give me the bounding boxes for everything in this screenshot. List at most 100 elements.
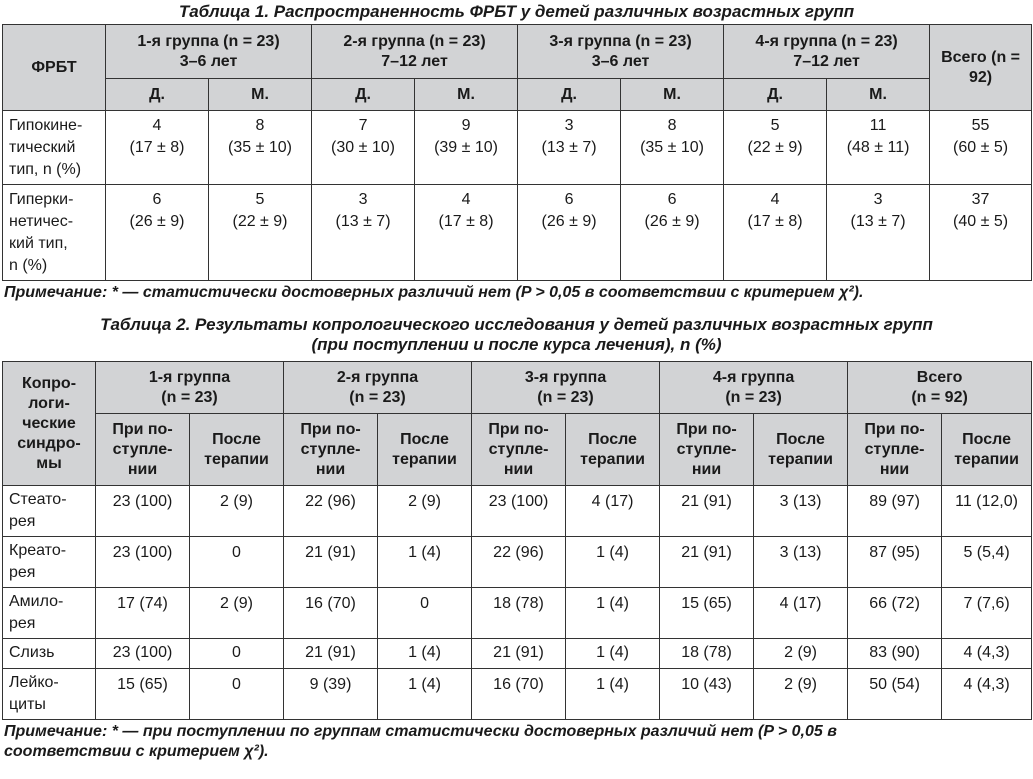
table2-row-label: Креато-рея [2,536,96,588]
table-cell: 1 (4) [377,668,473,720]
table-cell: 18 (78) [659,638,755,669]
table-cell: 5 (5,4) [941,536,1033,588]
table1-note: Примечание: * — статистически достоверны… [4,284,864,301]
table-cell: 1 (4) [565,668,661,720]
table-cell: 3 (13) [753,536,849,588]
table-cell: 15 (65) [659,587,755,639]
table-cell: 2 (9) [188,485,285,537]
table2-caption-line2: (при поступлении и после курса лечения),… [311,335,722,354]
table-cell: 21 (91) [471,638,567,669]
table2-corner-header: Копро-логи-ческие синдро-мы [2,361,96,486]
table2-admission-header: При по-ступле-нии [847,413,943,486]
table-cell: 1 (4) [377,536,473,588]
table1-caption: Таблица 1. Распространенность ФРБТ у дет… [178,2,855,21]
table-cell: 4 (4,3) [941,668,1033,720]
table-cell: 0 [188,638,285,669]
table2-after-header: После терапии [753,413,849,486]
table2-after-header: После терапии [941,413,1033,486]
table1-boys-header: М. [207,78,313,111]
table-cell: 9 (39 ± 10) [414,110,519,185]
table2-after-header: После терапии [565,413,661,486]
table2-note-line1: Примечание: * — при поступлении по групп… [4,723,837,740]
table-cell: 1 (4) [377,638,473,669]
table-cell: 1 (4) [565,587,661,639]
table-cell: 22 (96) [471,536,567,588]
table-cell: 3 (13) [753,485,849,537]
table-cell: 23 (100) [471,485,567,537]
table-cell: 4 (17) [565,485,661,537]
table1-group-3-header: 3-я группа (n = 23) 3–6 лет [517,24,725,79]
table-cell: 3 (13 ± 7) [826,184,931,281]
table-cell: 21 (91) [659,485,755,537]
table-cell: 87 (95) [847,536,943,588]
table-row: Лейко-циты 15 (65) 0 9 (39) 1 (4) 16 (70… [2,668,1033,720]
table-cell: 4 (17 ± 8) [105,110,209,185]
table2-admission-header: При по-ступле-нии [471,413,567,486]
table-cell: 6 (26 ± 9) [620,184,725,281]
table-cell: 1 (4) [565,536,661,588]
table2-group-4-header: 4-я группа (n = 23) [659,361,849,414]
table1-girls-header: Д. [105,78,209,111]
table2-group-3-header: 3-я группа (n = 23) [471,361,661,414]
table2-admission-header: При по-ступле-нии [283,413,379,486]
table2-after-header: После терапии [377,413,473,486]
table-cell: 0 [377,587,473,639]
table-cell: 50 (54) [847,668,943,720]
table-cell: 23 (100) [95,485,190,537]
table-cell: 4 (17) [753,587,849,639]
table-cell: 7 (30 ± 10) [311,110,416,185]
table-cell: 6 (26 ± 9) [105,184,209,281]
table2-note-line2: соответствии с критерием χ²). [4,743,269,760]
table1-group-1-header: 1-я группа (n = 23) 3–6 лет [104,24,313,79]
table-cell: 0 [188,668,285,720]
table2-row-label: Слизь [2,638,96,669]
table1-boys-header: М. [826,78,931,111]
table-cell: 23 (100) [95,536,190,588]
table-cell: 3 (13 ± 7) [517,110,622,185]
table-row: Амило-рея 17 (74) 2 (9) 16 (70) 0 18 (78… [2,587,1033,639]
table2-caption: Таблица 2. Результаты копрологического и… [0,315,1033,355]
table-cell: 89 (97) [847,485,943,537]
table2-note: Примечание: * — при поступлении по групп… [0,722,1033,762]
table1-corner-header: ФРБТ [2,24,106,111]
table1-row-label: Гипокине-тический тип, n (%) [2,110,106,185]
table-cell: 11 (12,0) [941,485,1033,537]
table2-row-label: Амило-рея [2,587,96,639]
table1-boys-header: М. [620,78,725,111]
table-cell: 17 (74) [95,587,190,639]
table1-girls-header: Д. [723,78,828,111]
table-cell: 21 (91) [659,536,755,588]
table-cell: 5 (22 ± 9) [723,110,828,185]
table-cell: 5 (22 ± 9) [207,184,313,281]
table-cell: 55 (60 ± 5) [929,110,1033,185]
table-cell: 2 (9) [188,587,285,639]
table2-row-label: Лейко-циты [2,668,96,720]
table-row: Гиперки-нетичес-кий тип, n (%) 6 (26 ± 9) … [2,184,1033,281]
table-cell: 11 (48 ± 11) [826,110,931,185]
table-cell: 4 (4,3) [941,638,1033,669]
table1-row-label: Гиперки-нетичес-кий тип, n (%) [2,184,106,281]
table-cell: 2 (9) [753,638,849,669]
table1-group-4-header: 4-я группа (n = 23) 7–12 лет [723,24,931,79]
table-row: Креато-рея 23 (100) 0 21 (91) 1 (4) 22 (… [2,536,1033,588]
table2-caption-line1: Таблица 2. Результаты копрологического и… [100,315,933,334]
table-cell: 9 (39) [283,668,379,720]
table-cell: 4 (17 ± 8) [414,184,519,281]
table-cell: 4 (17 ± 8) [723,184,828,281]
table1-girls-header: Д. [517,78,622,111]
table-cell: 83 (90) [847,638,943,669]
table2-admission-header: При по-ступле-нии [659,413,755,486]
table-cell: 6 (26 ± 9) [517,184,622,281]
table-cell: 8 (35 ± 10) [207,110,313,185]
table-cell: 23 (100) [95,638,190,669]
table2-total-header: Всего (n = 92) [847,361,1033,414]
table-cell: 8 (35 ± 10) [620,110,725,185]
table2-group-1-header: 1-я группа (n = 23) [94,361,285,414]
table2-group-2-header: 2-я группа (n = 23) [283,361,473,414]
table2-admission-header: При по-ступле-нии [95,413,190,486]
table1-girls-header: Д. [311,78,416,111]
table-cell: 10 (43) [659,668,755,720]
table-cell: 16 (70) [471,668,567,720]
table-row: Гипокине-тический тип, n (%) 4 (17 ± 8) 8(… [2,110,1033,185]
